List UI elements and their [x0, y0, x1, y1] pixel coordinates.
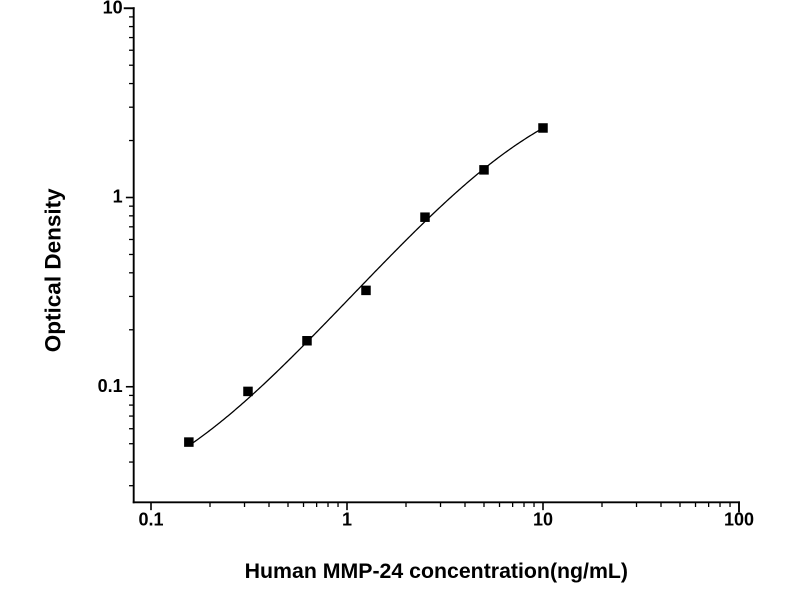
svg-text:1: 1 — [342, 509, 352, 529]
svg-text:Optical Density: Optical Density — [41, 188, 66, 352]
svg-text:Human MMP-24 concentration(ng/: Human MMP-24 concentration(ng/mL) — [245, 559, 628, 583]
svg-text:0.1: 0.1 — [98, 376, 123, 396]
svg-text:1: 1 — [113, 187, 123, 207]
svg-text:10: 10 — [533, 509, 553, 529]
svg-text:100: 100 — [724, 509, 754, 529]
svg-text:10: 10 — [103, 0, 123, 17]
svg-text:0.1: 0.1 — [138, 509, 163, 529]
